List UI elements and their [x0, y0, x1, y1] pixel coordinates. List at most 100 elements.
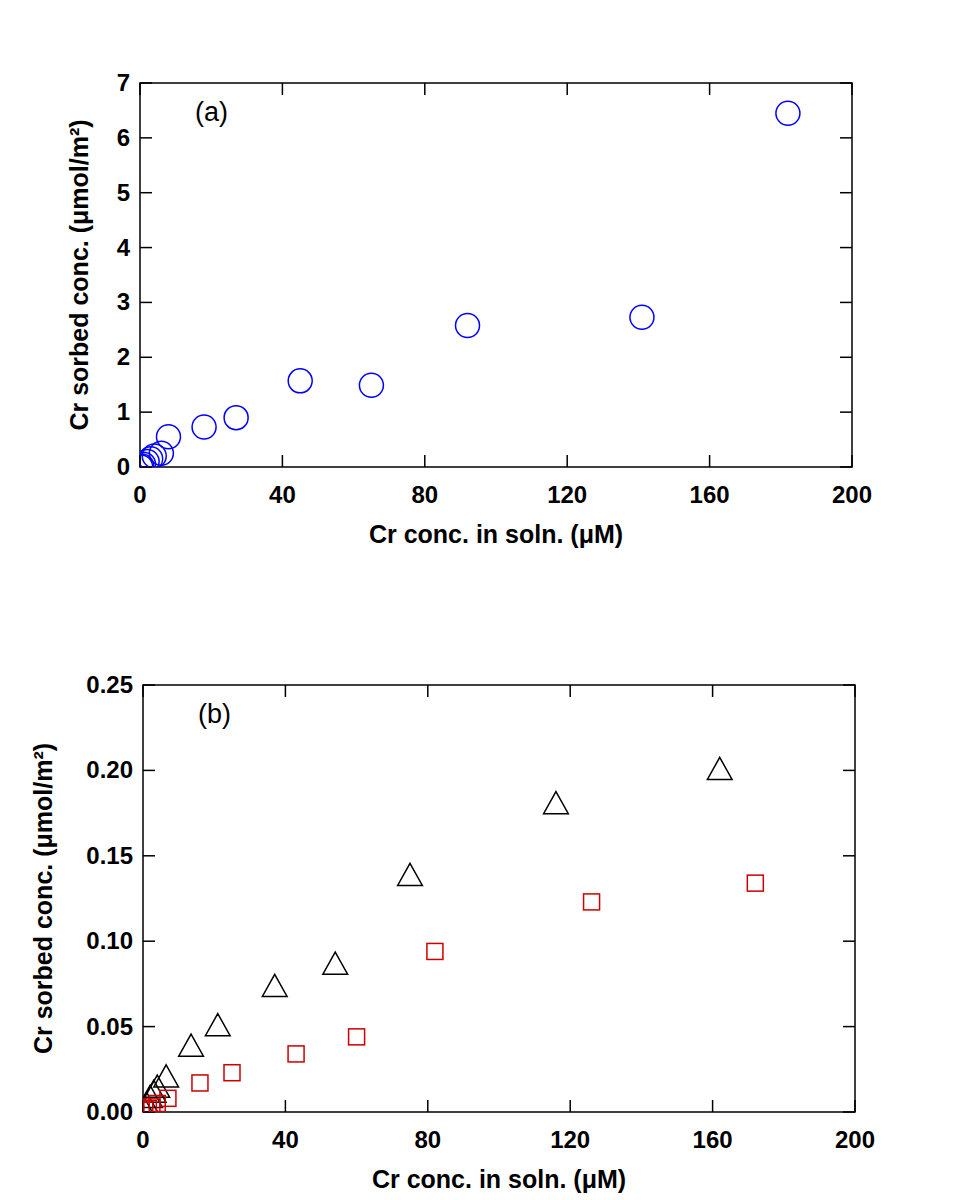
point	[707, 757, 732, 779]
y-tick-label: 7	[117, 69, 130, 96]
y-tick-label: 2	[117, 343, 130, 370]
x-tick	[712, 1100, 714, 1112]
y-tick	[140, 82, 152, 84]
x-tick	[569, 685, 571, 697]
x-tick	[854, 1100, 856, 1112]
x-tick	[854, 685, 856, 697]
figure: 0408012016020001234567Cr conc. in soln. …	[0, 0, 958, 1200]
point	[349, 1029, 365, 1045]
point	[144, 1099, 160, 1112]
point	[224, 406, 248, 430]
x-tick	[424, 455, 426, 467]
x-tick	[566, 455, 568, 467]
y-tick	[140, 357, 152, 359]
plot-frame	[140, 83, 852, 467]
point	[427, 943, 443, 959]
point	[398, 863, 423, 885]
chart: 0408012016020001234567Cr conc. in soln. …	[65, 69, 872, 548]
point	[456, 313, 480, 337]
y-tick	[143, 684, 155, 686]
x-tick-label: 120	[550, 1126, 590, 1153]
x-tick-label: 0	[136, 1126, 149, 1153]
x-tick	[709, 83, 711, 95]
y-tick-label: 4	[117, 234, 131, 261]
point	[205, 1014, 230, 1036]
point	[544, 792, 569, 814]
x-tick-label: 40	[269, 481, 296, 508]
point	[149, 1095, 165, 1111]
x-tick	[851, 83, 853, 95]
x-tick	[139, 83, 141, 95]
y-tick	[143, 1026, 155, 1028]
point	[154, 1065, 179, 1087]
y-tick	[843, 684, 855, 686]
x-tick	[851, 455, 853, 467]
point	[179, 1034, 204, 1056]
y-tick	[843, 855, 855, 857]
x-tick	[282, 83, 284, 95]
data-layer	[143, 757, 763, 1112]
point	[156, 425, 180, 449]
y-axis-label: Cr sorbed conc. (μmol/m²)	[65, 119, 93, 430]
y-tick-label: 0.10	[86, 927, 133, 954]
y-tick	[143, 770, 155, 772]
x-tick-label: 160	[690, 481, 730, 508]
point	[776, 101, 800, 125]
point	[359, 373, 383, 397]
y-tick	[140, 411, 152, 413]
x-tick	[285, 1100, 287, 1112]
y-tick-label: 0.00	[86, 1098, 133, 1125]
point	[584, 894, 600, 910]
x-tick	[142, 685, 144, 697]
y-tick	[143, 855, 155, 857]
x-tick-label: 160	[693, 1126, 733, 1153]
point	[149, 441, 173, 465]
y-tick	[843, 1111, 855, 1113]
x-tick-label: 0	[133, 481, 146, 508]
y-tick-label: 0.25	[86, 671, 133, 698]
x-tick-label: 40	[272, 1126, 299, 1153]
point	[145, 1075, 170, 1097]
y-tick-label: 0.15	[86, 842, 133, 869]
chart: 040801201602000.000.050.100.150.200.25Cr…	[29, 671, 875, 1193]
y-tick	[843, 1026, 855, 1028]
y-tick	[840, 137, 852, 139]
point	[747, 875, 763, 891]
x-tick-label: 200	[835, 1126, 875, 1153]
point	[192, 1075, 208, 1091]
data-layer	[140, 101, 800, 467]
x-tick	[712, 685, 714, 697]
point	[323, 952, 348, 974]
y-tick-label: 5	[117, 179, 130, 206]
x-tick-label: 80	[414, 1126, 441, 1153]
y-tick	[840, 302, 852, 304]
x-tick	[566, 83, 568, 95]
x-tick	[424, 83, 426, 95]
y-tick-label: 0.05	[86, 1013, 133, 1040]
point	[288, 369, 312, 393]
y-tick	[843, 770, 855, 772]
x-tick-label: 120	[547, 481, 587, 508]
x-tick	[427, 685, 429, 697]
point	[224, 1065, 240, 1081]
x-tick	[709, 455, 711, 467]
y-tick	[143, 940, 155, 942]
point	[630, 305, 654, 329]
x-axis-label: Cr conc. in soln. (μM)	[369, 520, 623, 548]
point	[288, 1046, 304, 1062]
y-tick	[840, 82, 852, 84]
panel-label: (b)	[198, 699, 231, 729]
point	[192, 415, 216, 439]
y-tick-label: 0	[117, 453, 130, 480]
x-tick-label: 80	[411, 481, 438, 508]
y-tick	[843, 940, 855, 942]
point	[160, 1090, 176, 1106]
x-tick	[282, 455, 284, 467]
panel-label: (a)	[195, 97, 228, 127]
x-tick-label: 200	[832, 481, 872, 508]
y-tick-label: 3	[117, 288, 130, 315]
y-tick	[140, 137, 152, 139]
y-tick	[840, 411, 852, 413]
x-tick	[427, 1100, 429, 1112]
plot-frame	[143, 685, 855, 1112]
